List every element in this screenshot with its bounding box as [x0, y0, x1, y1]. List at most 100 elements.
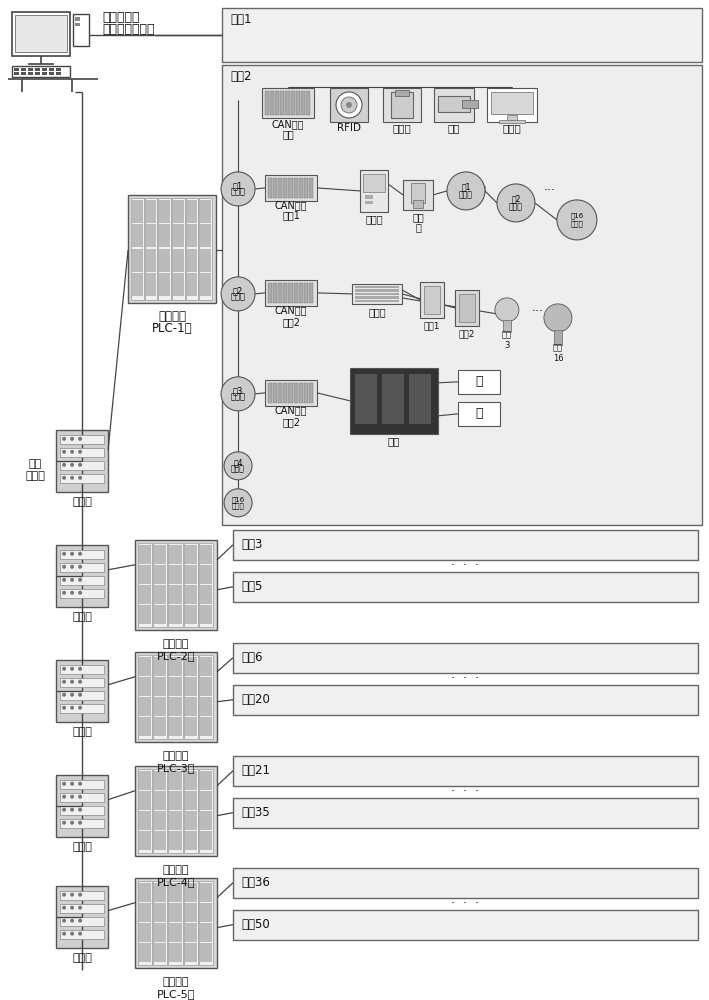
Circle shape [70, 476, 74, 480]
Bar [360, 170, 388, 212]
Bar [199, 198, 212, 300]
Bar [75, 23, 80, 26]
Bar [56, 72, 61, 75]
Bar [135, 652, 217, 742]
Bar [233, 530, 698, 560]
Text: 以太网: 以太网 [26, 471, 45, 481]
Text: 软件接: 软件接 [231, 464, 245, 473]
Bar [365, 195, 373, 199]
Circle shape [78, 795, 82, 799]
Bar [265, 91, 269, 115]
Bar [273, 383, 277, 403]
Bar [262, 88, 314, 118]
Bar [294, 383, 298, 403]
Circle shape [447, 172, 485, 210]
Circle shape [78, 450, 82, 454]
Bar [355, 300, 399, 302]
Bar [132, 273, 143, 296]
Circle shape [495, 298, 519, 322]
Bar [169, 811, 182, 830]
Bar [169, 677, 182, 696]
Circle shape [62, 463, 66, 467]
Bar [169, 791, 182, 810]
Circle shape [62, 565, 66, 569]
Text: 拧紧程: 拧紧程 [571, 220, 584, 227]
Bar [135, 878, 217, 968]
Bar [199, 769, 213, 853]
Text: 口2: 口2 [233, 286, 243, 295]
Text: ·: · [236, 486, 240, 500]
Circle shape [78, 437, 82, 441]
Bar [233, 643, 698, 673]
Bar [42, 72, 47, 75]
Bar [184, 771, 197, 790]
Bar [200, 565, 212, 584]
Text: PLC-1号: PLC-1号 [152, 322, 192, 335]
Bar [60, 435, 104, 444]
Circle shape [70, 578, 74, 582]
Circle shape [78, 906, 82, 910]
Bar [155, 605, 167, 624]
Text: 交换机: 交换机 [72, 612, 92, 622]
Bar [184, 657, 197, 676]
Bar [160, 273, 170, 296]
Bar [42, 68, 47, 71]
Bar [289, 283, 293, 303]
Bar [21, 72, 26, 75]
Bar [146, 273, 157, 296]
Bar [303, 178, 308, 198]
Bar [158, 198, 171, 300]
Bar [355, 296, 399, 299]
Bar [139, 903, 151, 922]
Bar [169, 881, 183, 965]
Circle shape [62, 591, 66, 595]
Bar [12, 12, 70, 56]
Bar [135, 540, 217, 630]
Text: 岗位21: 岗位21 [241, 764, 270, 777]
Circle shape [70, 591, 74, 595]
Bar [60, 780, 104, 789]
Bar [200, 943, 212, 962]
Text: 生产控制: 生产控制 [163, 865, 189, 875]
Bar [409, 374, 431, 424]
Circle shape [70, 906, 74, 910]
Bar [139, 657, 151, 676]
Bar [455, 290, 479, 326]
Bar [155, 791, 167, 810]
Text: 生产控制: 生产控制 [163, 751, 189, 761]
Bar [403, 180, 433, 210]
Bar [135, 766, 217, 856]
Bar [184, 697, 197, 716]
Bar [169, 545, 182, 564]
Circle shape [70, 795, 74, 799]
Bar [420, 282, 444, 318]
Bar [60, 704, 104, 713]
Bar [222, 65, 702, 525]
Bar [365, 201, 373, 204]
Bar [273, 283, 277, 303]
Bar [184, 565, 197, 584]
Bar [383, 88, 421, 122]
Text: 岗位2: 岗位2 [230, 70, 252, 83]
Bar [173, 273, 184, 296]
Bar [424, 286, 440, 314]
Text: 岗位50: 岗位50 [241, 918, 270, 931]
Bar [60, 917, 104, 926]
Text: 模块: 模块 [282, 129, 294, 139]
Bar [184, 903, 197, 922]
Text: ·: · [236, 510, 240, 524]
Bar [14, 68, 19, 71]
Text: 装置: 装置 [388, 436, 401, 446]
Bar [355, 374, 377, 424]
Bar [155, 657, 167, 676]
Bar [56, 545, 108, 607]
Bar [309, 178, 313, 198]
Circle shape [70, 450, 74, 454]
Bar [199, 543, 213, 627]
Circle shape [336, 92, 362, 118]
Text: ...: ... [532, 301, 544, 314]
Bar [286, 91, 289, 115]
Bar [355, 286, 399, 288]
Bar [200, 923, 212, 942]
Circle shape [62, 476, 66, 480]
